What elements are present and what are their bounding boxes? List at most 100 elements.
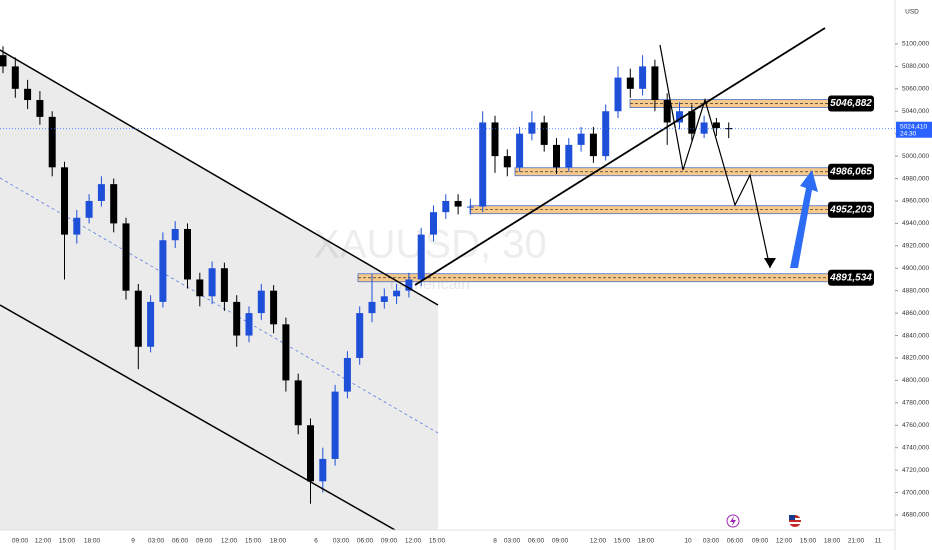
candle-body <box>466 206 474 208</box>
level-label: 4986,065 <box>829 166 872 177</box>
y-tick-label: 4700,000 <box>902 489 929 496</box>
candle-body <box>405 279 413 291</box>
y-tick-label: 5040,000 <box>902 108 929 115</box>
level-label: 4891,534 <box>829 272 872 283</box>
levels: 5046,882 4986,065 4952,203 4891,534 <box>357 95 874 286</box>
y-tick-label: 4940,000 <box>902 220 929 227</box>
x-tick-label: 18:00 <box>270 538 287 545</box>
candle-body <box>208 268 216 297</box>
x-tick-label: 15:00 <box>245 538 262 545</box>
projection-path <box>659 44 771 269</box>
y-tick-label: 5060,000 <box>902 86 929 93</box>
x-tick-label: 10 <box>684 538 692 545</box>
level-label: 4952,203 <box>829 204 872 215</box>
level-label: 5046,882 <box>830 98 872 109</box>
candle-body <box>651 66 659 101</box>
x-tick-label: 6 <box>314 538 318 545</box>
candle-body <box>147 301 155 347</box>
x-tick-label: 18:00 <box>638 538 655 545</box>
level-label-box <box>828 163 874 180</box>
candle-body <box>343 357 351 392</box>
level-label-box <box>828 201 874 218</box>
candles <box>0 46 733 504</box>
x-tick-label: 06:00 <box>172 538 189 545</box>
candle-body <box>110 184 118 224</box>
candle-body <box>73 217 81 235</box>
y-tick-label: 4880,000 <box>902 287 929 294</box>
candle-body <box>245 313 253 336</box>
candle-body <box>503 156 511 168</box>
y-tick-label: 4960,000 <box>902 198 929 205</box>
candle-body <box>171 229 179 241</box>
x-tick-label: 09:00 <box>552 538 569 545</box>
x-tick-label: 15:00 <box>429 538 446 545</box>
candle-body <box>688 111 696 134</box>
candle-body <box>36 100 44 117</box>
y-tick-label: 5100,000 <box>902 41 929 48</box>
current-price-label: 5024,410 <box>900 123 927 130</box>
candle-body <box>491 122 499 157</box>
y-tick-label: 5000,000 <box>902 153 929 160</box>
candle-body <box>282 324 290 381</box>
candle-body <box>553 144 560 168</box>
candle-body <box>48 116 56 168</box>
candle-body <box>393 290 401 297</box>
candle-body <box>712 122 720 129</box>
channel-lower <box>0 304 396 531</box>
axes: 4680,000 4700,000 4720,000 4740,000 4760,000… <box>0 41 932 545</box>
candle-body <box>220 268 228 302</box>
x-tick-label: 03:00 <box>703 538 720 545</box>
flag-canton <box>789 515 795 520</box>
candle-body <box>614 77 622 112</box>
y-tick-label: 4920,000 <box>902 243 929 250</box>
y-tick-label: 4800,000 <box>902 377 929 384</box>
candle-body <box>479 122 487 207</box>
channel-midline <box>0 177 439 434</box>
y-tick-label: 4720,000 <box>902 467 929 474</box>
candle-body <box>97 184 105 201</box>
candle-body <box>442 200 450 213</box>
candle-body <box>0 55 7 67</box>
x-tick-label: 03:00 <box>504 538 521 545</box>
candle-body <box>380 296 388 302</box>
x-tick-label: 8 <box>493 538 497 545</box>
x-tick-label: 06:00 <box>727 538 744 545</box>
x-tick-label: 06:00 <box>528 538 545 545</box>
candle-body <box>159 240 167 302</box>
channel-fill <box>0 50 438 530</box>
candle-body <box>233 301 241 336</box>
y-tick-label: 4680,000 <box>902 512 929 519</box>
candle-body <box>61 167 68 235</box>
y-tick-label: 5080,000 <box>902 63 929 70</box>
x-tick-label: 09:00 <box>381 538 398 545</box>
y-tick-label: 4860,000 <box>902 310 929 317</box>
candle-body <box>356 313 364 358</box>
candle-body <box>676 111 683 123</box>
candle-body <box>540 122 548 145</box>
candle-body <box>516 133 524 168</box>
candle-body <box>454 200 462 207</box>
candle-body <box>368 301 376 314</box>
level-label-box <box>828 269 874 286</box>
candle-body <box>122 223 130 291</box>
candle-body <box>307 425 314 482</box>
x-tick-label: 18:00 <box>84 538 101 545</box>
x-tick-label: 21:00 <box>848 538 865 545</box>
channel-upper <box>0 49 439 306</box>
candle-body <box>294 380 302 426</box>
x-tick-label: 9 <box>131 538 135 545</box>
candle-body <box>565 144 573 168</box>
x-tick-label: 09:00 <box>196 538 213 545</box>
x-tick-label: 12:00 <box>405 538 422 545</box>
candle-body <box>602 111 610 157</box>
x-tick-label: 03:00 <box>148 538 165 545</box>
candle-body <box>184 229 191 280</box>
candle-body <box>24 88 32 101</box>
y-tick-label: 4740,000 <box>902 444 929 451</box>
countdown: 24:30 <box>900 130 917 137</box>
candle-body <box>196 279 204 297</box>
candle-body <box>417 234 425 280</box>
candle-body <box>663 100 671 123</box>
candle-body <box>257 290 265 314</box>
